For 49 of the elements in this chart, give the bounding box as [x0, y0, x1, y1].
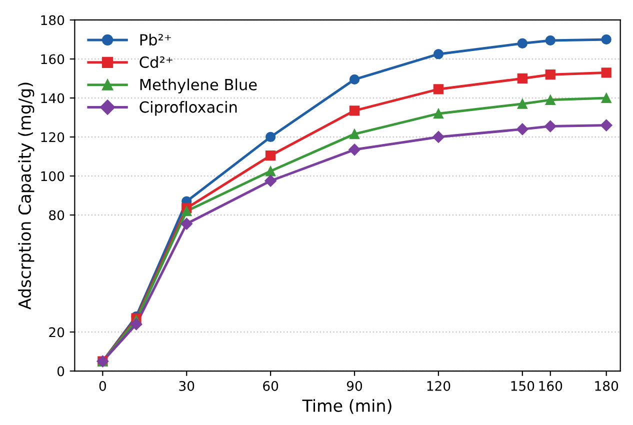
legend-label: Methylene Blue	[140, 78, 257, 94]
y-tick-label: 120	[41, 132, 64, 142]
point	[545, 94, 556, 106]
x-tick-label: 0	[99, 380, 106, 391]
y-tick-label: 20	[49, 327, 64, 338]
point	[545, 35, 556, 46]
point	[601, 34, 612, 45]
point	[516, 123, 528, 136]
point	[600, 119, 612, 132]
x-tick-label: 150	[511, 380, 534, 391]
y-tick-label: 160	[41, 54, 64, 64]
y-tick-label: 140	[41, 93, 64, 104]
y-tick-label: 180	[41, 15, 64, 26]
point	[182, 206, 192, 216]
x-axis-title: Time (min)	[302, 399, 392, 414]
point	[432, 131, 444, 143]
y-tick-label: 100	[41, 171, 64, 182]
point	[180, 218, 193, 230]
point	[433, 84, 444, 94]
legend-label: Pb²⁺	[140, 34, 171, 46]
legend-label: Cd²⁺	[140, 56, 172, 68]
y-axis-title: Adscrption Capacity (mg/g)	[18, 82, 34, 310]
x-tick-label: 160	[539, 380, 562, 391]
point	[517, 38, 528, 48]
point	[517, 98, 528, 109]
point	[266, 132, 276, 142]
x-tick-label: 120	[427, 380, 450, 391]
point	[130, 318, 142, 330]
legend-label: Ciprofloxacin	[140, 101, 237, 116]
x-tick-label: 90	[346, 380, 362, 391]
point	[544, 120, 556, 132]
x-tick-label: 30	[179, 380, 194, 391]
point	[266, 166, 276, 176]
point	[545, 70, 556, 80]
point	[601, 68, 612, 78]
point	[266, 150, 276, 161]
point	[517, 73, 528, 84]
x-tick-label: 180	[595, 380, 618, 391]
point	[433, 108, 444, 119]
point	[264, 174, 277, 187]
y-tick-label: 0	[57, 366, 64, 376]
point	[349, 106, 360, 116]
point	[349, 74, 360, 85]
y-tick-label: 80	[49, 210, 64, 220]
point	[601, 92, 612, 104]
point	[433, 49, 444, 60]
x-tick-label: 60	[263, 380, 278, 391]
point	[348, 144, 360, 156]
point	[349, 128, 360, 140]
